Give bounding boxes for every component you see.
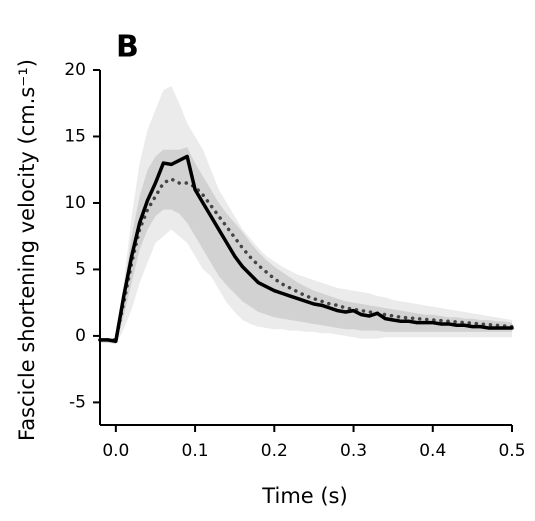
y-tick-label: 0 xyxy=(75,326,86,346)
y-axis-label: Fascicle shortening velocity (cm.s⁻¹) xyxy=(15,59,39,441)
y-tick-label: 15 xyxy=(64,126,86,146)
panel-label: B xyxy=(116,30,139,65)
x-tick-label: 0.0 xyxy=(102,441,129,461)
y-tick-label: 10 xyxy=(64,193,86,213)
y-tick-label: 5 xyxy=(75,259,86,279)
x-tick-label: 0.3 xyxy=(340,441,367,461)
x-axis-label: Time (s) xyxy=(261,484,347,508)
y-tick-label: -5 xyxy=(69,392,86,412)
band xyxy=(100,85,512,344)
x-tick-label: 0.2 xyxy=(261,441,288,461)
x-tick-label: 0.1 xyxy=(182,441,209,461)
line xyxy=(98,154,514,343)
y-tick-label: 20 xyxy=(64,60,86,80)
x-tick-label: 0.4 xyxy=(419,441,446,461)
x-tick-label: 0.5 xyxy=(498,441,525,461)
